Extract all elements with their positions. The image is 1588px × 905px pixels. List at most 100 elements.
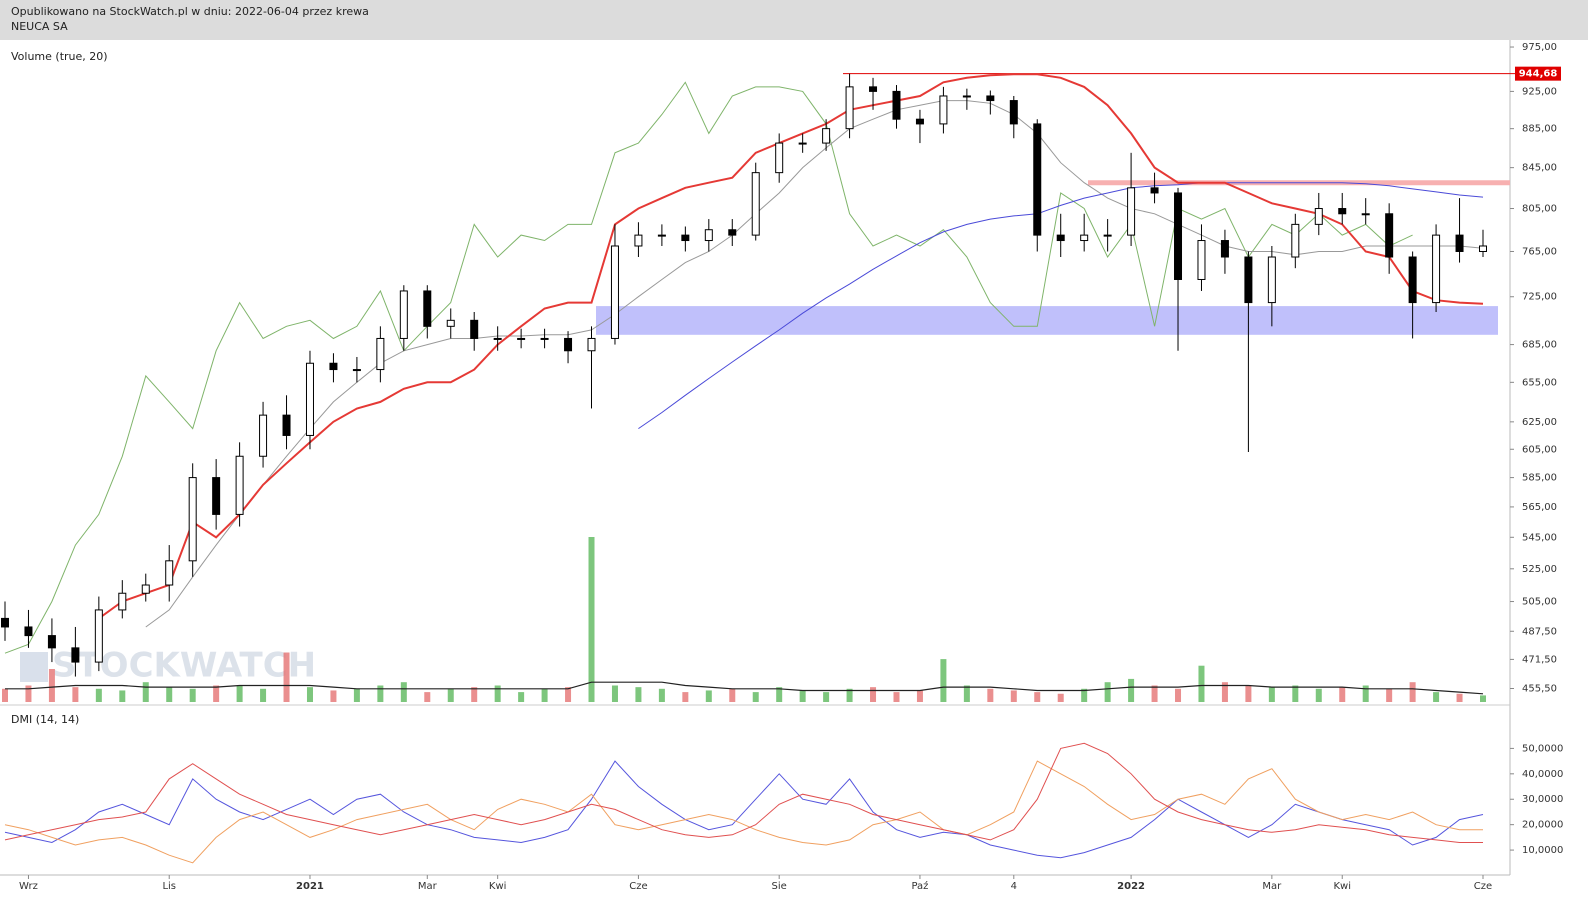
x-tick-label: Kwi (489, 881, 507, 892)
volume-bar (893, 692, 900, 702)
candle-body (259, 414, 268, 457)
x-tick-label: Lis (162, 881, 176, 892)
volume-bar (1268, 687, 1275, 702)
candle-body (470, 319, 479, 339)
volume-bar (1198, 665, 1205, 702)
candle-body (1174, 192, 1183, 280)
candle-body (704, 229, 713, 242)
candle-body (212, 477, 221, 515)
x-tick-label: 4 (1011, 881, 1017, 892)
candle-body (446, 319, 455, 327)
subtitle: Opublikowano na StockWatch.pl w dniu: 20… (11, 5, 369, 18)
candle-body (493, 337, 502, 340)
volume-bar (1034, 692, 1041, 702)
y-tick-label: 487,50 (1522, 626, 1557, 637)
dmi-line (4, 760, 1483, 864)
candle-body (1361, 213, 1370, 216)
y-tick-label: 455,50 (1522, 683, 1557, 694)
volume-label: Volume (true, 20) (11, 50, 108, 63)
candle-body (845, 86, 854, 130)
candle-body (1127, 187, 1136, 236)
volume-bar (1104, 682, 1111, 702)
candle-body (751, 172, 760, 236)
candle-body (94, 609, 103, 663)
candle-body (1479, 245, 1487, 252)
volume-bar (541, 688, 548, 702)
y-tick-label: 885,00 (1522, 124, 1557, 135)
y-tick-label: 605,00 (1522, 444, 1557, 455)
volume-bar (48, 669, 55, 702)
y-tick-label: 845,00 (1522, 163, 1557, 174)
volume-bar (400, 682, 407, 702)
volume-bar (1175, 688, 1182, 702)
x-tick-label: Paź (911, 880, 928, 892)
volume-bar (1386, 688, 1393, 702)
y-tick-label: 925,00 (1522, 86, 1557, 97)
candle-body (1244, 256, 1253, 304)
volume-bar (1339, 687, 1346, 702)
y-tick-label: 725,00 (1522, 292, 1557, 303)
candle-body (47, 635, 56, 649)
candle-body (188, 477, 197, 562)
y-tick-label: 625,00 (1522, 417, 1557, 428)
volume-bar (494, 685, 501, 702)
candle-body (986, 95, 995, 102)
candle-body (1103, 234, 1112, 237)
candle-body (141, 584, 150, 594)
volume-bar (213, 685, 220, 702)
dmi-label: DMI (14, 14) (11, 713, 79, 726)
volume-bar (166, 687, 173, 702)
candle-body (517, 337, 526, 340)
candle-body (869, 86, 878, 92)
x-tick-label: Wrz (19, 881, 38, 892)
watermark: STOCKWATCH (52, 646, 316, 686)
y-tick-label: 765,00 (1522, 246, 1557, 257)
candle-body (1314, 208, 1323, 225)
volume-bar (518, 692, 525, 702)
volume-bar (963, 685, 970, 702)
candle-body (1455, 234, 1464, 252)
volume-bar (1480, 695, 1486, 702)
candle-body (1080, 234, 1089, 242)
candle-body (915, 118, 924, 125)
volume-bar (119, 690, 126, 702)
candle-body (634, 234, 643, 247)
volume-bar (1456, 693, 1463, 702)
volume-bar (682, 692, 689, 702)
last-price-label: 944,68 (1519, 69, 1558, 80)
volume-bar (260, 688, 267, 702)
candle-body (376, 337, 385, 371)
volume-bar (95, 688, 102, 702)
volume-bar (1057, 693, 1064, 702)
dmi-tick-label: 50,0000 (1522, 743, 1563, 754)
volume-bar (330, 690, 337, 702)
dmi-line (4, 742, 1483, 843)
volume-bar (588, 537, 595, 702)
y-tick-label: 685,00 (1522, 340, 1557, 351)
x-tick-label: 2021 (296, 881, 324, 892)
candle-body (329, 362, 338, 371)
overlay-line (4, 81, 1413, 654)
header-bar (0, 0, 1588, 40)
candle-body (728, 229, 737, 236)
volume-bar (752, 692, 759, 702)
candle-body (71, 647, 80, 663)
y-tick-label: 565,00 (1522, 502, 1557, 513)
x-tick-label: Cze (629, 881, 647, 892)
x-tick-label: 2022 (1117, 881, 1145, 892)
candle-body (282, 414, 291, 436)
y-tick-label: 471,50 (1522, 654, 1557, 665)
volume-bar (729, 688, 736, 702)
volume-bar (25, 685, 32, 702)
volume-bar (142, 682, 149, 702)
title: NEUCA SA (11, 20, 68, 33)
volume-bar (635, 687, 642, 702)
volume-bar (236, 685, 243, 702)
volume-bar (565, 687, 572, 702)
volume-bar (1128, 678, 1135, 702)
dmi-tick-label: 10,0000 (1522, 845, 1563, 856)
x-tick-label: Sie (772, 881, 787, 892)
candle-body (1220, 240, 1229, 258)
candle-body (610, 245, 619, 339)
volume-bar (377, 685, 384, 702)
